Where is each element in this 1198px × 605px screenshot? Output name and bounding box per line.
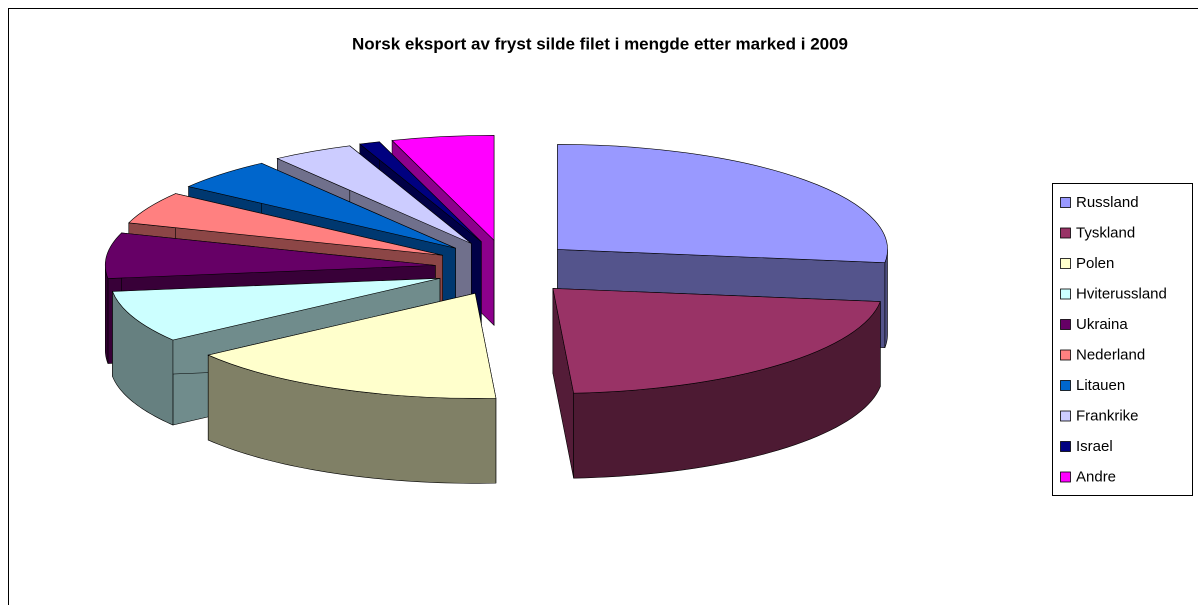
pie <box>105 135 888 484</box>
slice <box>391 135 495 242</box>
legend-label: Russland <box>1076 194 1139 211</box>
slice <box>557 144 888 263</box>
legend-label: Nederland <box>1076 346 1145 363</box>
slice <box>276 145 472 244</box>
legend-swatch <box>1060 288 1071 300</box>
slice <box>105 232 436 279</box>
slice-wall <box>884 249 888 348</box>
legend-swatch <box>1060 258 1071 269</box>
legend-swatch <box>1060 319 1071 330</box>
slice-wall <box>105 265 109 364</box>
legend-swatch <box>1060 349 1071 361</box>
legend-swatch <box>1060 441 1071 452</box>
slice <box>128 193 443 256</box>
legend-label: Frankrike <box>1076 407 1139 424</box>
chart-title: Norsk eksport av fryst silde filet i men… <box>352 34 848 53</box>
slice <box>112 278 440 341</box>
slice <box>187 162 456 249</box>
legend-box <box>1052 183 1193 496</box>
legend-label: Tyskland <box>1076 224 1135 241</box>
slice <box>207 292 497 399</box>
legend-swatch <box>1060 410 1071 422</box>
legend-swatch <box>1060 227 1071 239</box>
legend-label: Israel <box>1076 438 1113 455</box>
legend-swatch <box>1060 197 1071 208</box>
slice <box>552 288 881 394</box>
legend-label: Andre <box>1076 468 1116 485</box>
slice <box>359 141 482 242</box>
legend-label: Ukraina <box>1076 316 1128 333</box>
legend-swatch <box>1060 471 1071 483</box>
legend-label: Polen <box>1076 255 1114 272</box>
legend-label: Litauen <box>1076 377 1125 394</box>
legend-swatch <box>1060 380 1071 391</box>
legend-label: Hviterussland <box>1076 285 1167 302</box>
